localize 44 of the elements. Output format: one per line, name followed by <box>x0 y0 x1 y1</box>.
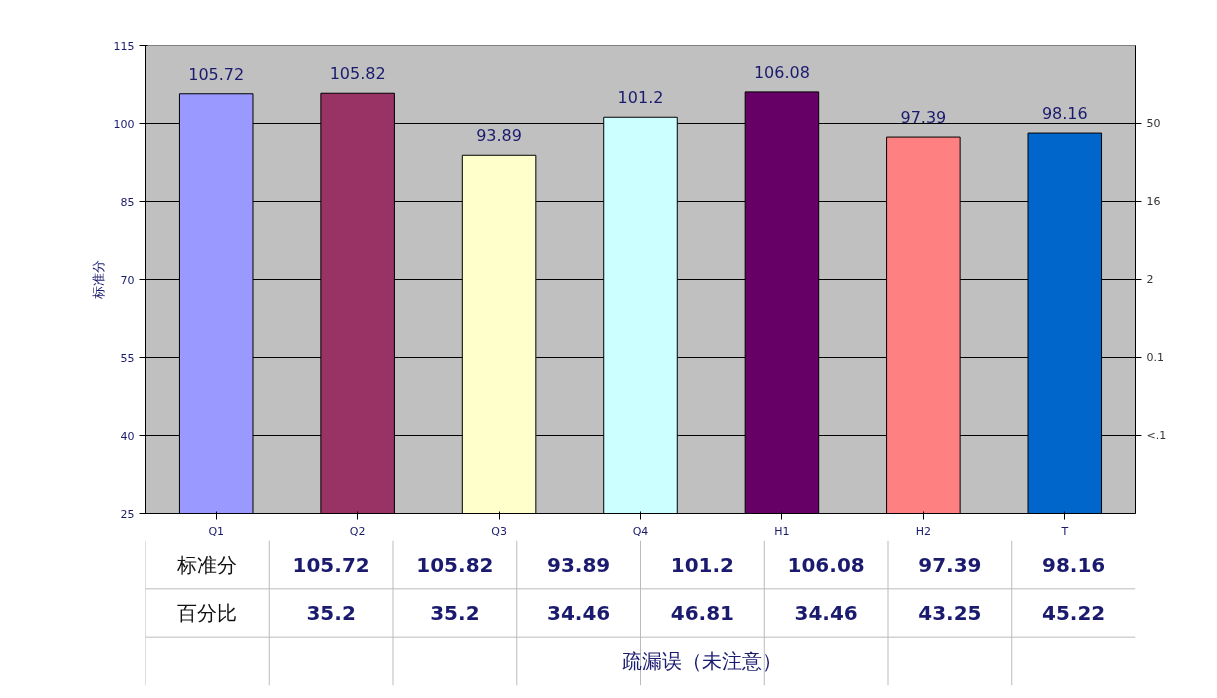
y-tick-label: 70 <box>120 273 135 287</box>
text: 2 <box>1146 273 1154 286</box>
x-tick-label: Q2 <box>349 524 366 538</box>
text: 93.89 <box>546 552 611 577</box>
data-label: 98.16 <box>1041 104 1088 124</box>
text: 50 <box>1146 117 1161 130</box>
y-tick-label: 40 <box>120 429 135 443</box>
text: 43.25 <box>918 601 982 625</box>
data-label: 105.82 <box>329 64 386 84</box>
x-tick-label: T <box>1060 524 1069 538</box>
text: 百分比 <box>177 601 238 625</box>
y-axis-title: 标准分 <box>90 260 106 300</box>
text: 45.22 <box>1041 601 1106 625</box>
text: 34.46 <box>794 601 858 625</box>
text: 106.08 <box>787 552 865 577</box>
y-tick-label: 115 <box>113 39 135 53</box>
data-label: 97.39 <box>900 108 947 128</box>
text: 35.2 <box>430 601 480 625</box>
text: 0.1 <box>1146 351 1164 364</box>
text: 97.39 <box>918 552 982 577</box>
text: 标准分 <box>176 552 238 577</box>
data-label: 101.2 <box>617 88 664 108</box>
text: 98.16 <box>1041 552 1106 577</box>
text: 疏漏误（未注意） <box>622 649 783 674</box>
y-tick-label: 85 <box>120 195 135 209</box>
text: 101.2 <box>670 552 735 577</box>
data-label: 93.89 <box>476 126 522 146</box>
text: 105.82 <box>416 552 494 577</box>
x-tick-label: Q3 <box>491 524 507 538</box>
x-tick-label: Q4 <box>632 524 649 538</box>
x-tick-label: H1 <box>774 524 790 538</box>
y-tick-label: 55 <box>120 351 135 365</box>
x-tick-label: Q1 <box>208 524 225 538</box>
x-tick-label: H2 <box>915 524 931 538</box>
data-label: 105.72 <box>188 64 245 84</box>
y-tick-label: 25 <box>120 507 135 521</box>
text: <.1 <box>1146 429 1167 442</box>
text: 16 <box>1146 195 1161 208</box>
text: 105.72 <box>292 552 370 577</box>
text: 34.46 <box>546 601 611 625</box>
y-tick-label: 100 <box>113 117 135 131</box>
data-label: 106.08 <box>753 62 810 82</box>
text: 35.2 <box>306 601 356 625</box>
text: 46.81 <box>670 601 735 625</box>
